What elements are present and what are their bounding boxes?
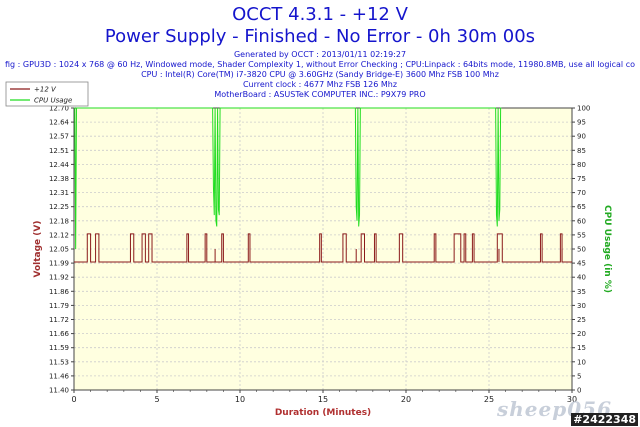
y-tick-label: 12.31 [49,189,69,197]
y-tick-label: 12.25 [49,203,69,211]
y2-tick-label: 80 [577,161,586,169]
y-tick-label: 11.72 [49,316,69,324]
x-tick-label: 5 [154,395,159,404]
info-motherboard: MotherBoard : ASUSTeK COMPUTER INC.: P9X… [214,90,426,99]
y-tick-label: 12.12 [49,231,69,239]
y2-tick-label: 60 [577,217,586,225]
y2-tick-label: 85 [577,147,586,155]
chart-subtitle: Power Supply - Finished - No Error - 0h … [104,26,536,47]
y2-tick-label: 55 [577,231,586,239]
y2-axis-label: CPU Usage (in %) [602,205,612,293]
y-tick-label: 12.38 [49,175,69,183]
x-tick-label: 15 [318,395,328,404]
y2-tick-label: 50 [577,246,586,254]
chart-title: OCCT 4.3.1 - +12 V [232,4,408,25]
y-tick-label: 12.57 [49,133,69,141]
y2-tick-label: 10 [577,358,586,366]
y2-tick-label: 65 [577,203,586,211]
y2-tick-label: 40 [577,274,586,282]
legend-label-12v: +12 V [34,86,57,94]
y2-tick-label: 15 [577,344,586,352]
y-tick-label: 11.86 [49,288,70,296]
y2-tick-label: 45 [577,260,586,268]
y-tick-label: 11.66 [49,330,70,338]
x-axis-label: Duration (Minutes) [275,408,371,418]
y-tick-label: 11.99 [49,260,69,268]
x-tick-label: 30 [567,395,577,404]
y-tick-label: 12.05 [49,246,69,254]
legend-label-cpu-usage: CPU Usage [34,97,72,105]
y-tick-label: 11.53 [49,358,69,366]
y-tick-label: 11.59 [49,344,69,352]
y2-tick-label: 0 [577,387,581,395]
y2-tick-label: 5 [577,372,581,380]
y2-tick-label: 90 [577,133,586,141]
y-tick-label: 12.70 [49,105,69,113]
y2-tick-label: 100 [577,105,590,113]
y-tick-label: 12.64 [49,119,70,127]
y-tick-label: 12.51 [49,147,69,155]
y-tick-label: 11.40 [49,387,69,395]
image-id-label: #2422348 [571,413,638,426]
x-tick-label: 20 [401,395,411,404]
y-tick-label: 11.92 [49,274,69,282]
y-tick-label: 12.44 [49,161,70,169]
y-tick-label: 11.46 [49,372,70,380]
x-tick-label: 25 [484,395,494,404]
y-tick-label: 11.79 [49,302,69,310]
info-clock: Current clock : 4677 Mhz FSB 126 Mhz [242,80,398,89]
series-line-12v [74,233,572,263]
series-line-cpu-usage [74,107,502,250]
y-axis-label: Voltage (V) [33,221,43,278]
y2-tick-label: 95 [577,119,586,127]
y2-tick-label: 20 [577,330,586,338]
y2-tick-label: 35 [577,288,586,296]
y2-tick-label: 25 [577,316,586,324]
info-config: fig : GPU3D : 1024 x 768 @ 60 Hz, Window… [5,60,635,69]
legend-box [5,81,89,107]
info-cpu: CPU : Intel(R) Core(TM) i7-3820 CPU @ 3.… [141,70,499,79]
x-tick-label: 0 [71,395,76,404]
info-generated: Generated by OCCT : 2013/01/11 02:19:27 [233,50,407,59]
y-tick-label: 12.18 [49,217,69,225]
x-tick-label: 10 [235,395,245,404]
y2-tick-label: 75 [577,175,586,183]
y2-tick-label: 70 [577,189,586,197]
y2-tick-label: 30 [577,302,586,310]
